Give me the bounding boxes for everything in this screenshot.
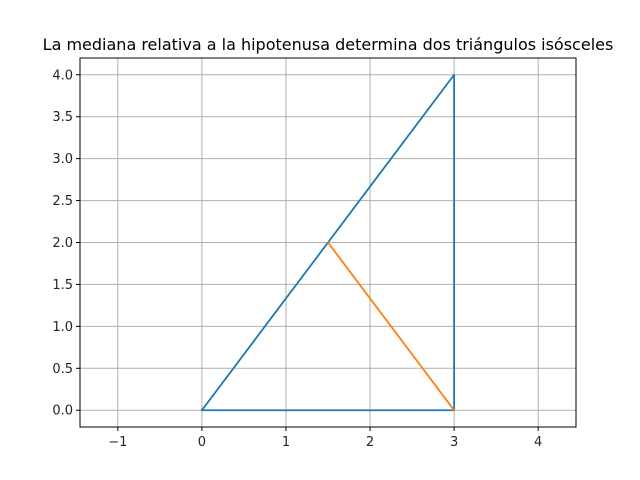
x-axis: −1 0 1 2 3 4: [108, 427, 542, 450]
y-tick-label: 2.5: [52, 194, 73, 209]
y-axis: 0.0 0.5 1.0 1.5 2.0 2.5 3.0 3.5 4.0: [52, 68, 80, 419]
y-tick-label: 1.5: [52, 278, 73, 293]
y-tick-label: 3.0: [52, 152, 73, 167]
x-tick-label: 1: [282, 435, 290, 450]
series-line-2: [326, 241, 456, 412]
x-tick-label: 4: [534, 435, 542, 450]
x-tick-label: −1: [108, 435, 127, 450]
y-tick-label: 0.0: [52, 404, 73, 419]
y-tick-label: 0.5: [52, 362, 73, 377]
x-tick-label: 3: [450, 435, 458, 450]
y-tick-label: 4.0: [52, 68, 73, 83]
series-group: [200, 73, 456, 412]
y-tick-label: 2.0: [52, 236, 73, 251]
y-tick-label: 3.5: [52, 110, 73, 125]
chart-title: La mediana relativa a la hipotenusa dete…: [43, 35, 614, 54]
y-tick-label: 1.0: [52, 320, 73, 335]
x-tick-label: 0: [198, 435, 206, 450]
x-tick-label: 2: [366, 435, 374, 450]
